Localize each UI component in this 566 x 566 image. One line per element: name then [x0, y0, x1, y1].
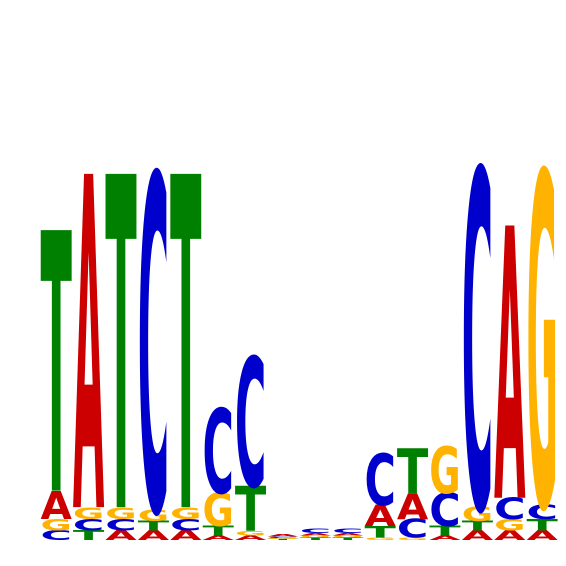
- logo-letter-a: A: [300, 532, 332, 536]
- logo-letter-c: C: [235, 322, 266, 528]
- logo-letter-g: G: [73, 504, 104, 523]
- logo-letter-t: T: [41, 161, 72, 566]
- logo-letter-g: G: [332, 535, 363, 539]
- logo-letter-a: A: [494, 150, 526, 566]
- logo-letter-t: T: [105, 82, 137, 566]
- logo-letter-g: G: [300, 535, 331, 539]
- logo-letter-c: C: [462, 76, 493, 566]
- logo-letter-g: G: [203, 484, 234, 537]
- logo-letter-g: G: [235, 530, 266, 537]
- logo-letter-a: A: [73, 83, 105, 566]
- logo-letter-a: A: [41, 484, 73, 529]
- logo-letter-a: A: [138, 528, 170, 543]
- logo-letter-c: C: [203, 386, 234, 521]
- logo-letter-a: A: [170, 528, 202, 543]
- logo-letter-g: G: [41, 516, 72, 535]
- logo-letter-g: G: [365, 537, 396, 541]
- logo-letter-t: T: [203, 523, 234, 538]
- logo-letter-a: A: [235, 534, 267, 542]
- logo-letter-c: C: [300, 527, 331, 534]
- logo-letter-c: C: [332, 527, 363, 534]
- logo-letter-a: A: [365, 500, 397, 534]
- logo-letter-a: A: [527, 528, 559, 543]
- logo-letter-a: A: [494, 528, 526, 543]
- logo-letter-c: C: [41, 529, 72, 544]
- logo-letter-t: T: [73, 528, 104, 543]
- logo-letter-c: C: [494, 492, 525, 526]
- logo-letter-g: G: [462, 504, 493, 526]
- logo-letter-t: T: [170, 82, 202, 566]
- logo-letter-g: G: [138, 506, 169, 525]
- logo-letter-t: T: [397, 437, 428, 508]
- logo-letter-g: G: [429, 435, 460, 509]
- logo-letter-c: C: [105, 516, 136, 535]
- logo-letter-t: T: [267, 539, 300, 541]
- logo-letter-g: G: [527, 82, 558, 566]
- logo-letter-t: T: [462, 519, 493, 534]
- logo-letter-c: C: [73, 516, 104, 535]
- logo-letter-a: A: [332, 532, 364, 536]
- logo-letter-t: T: [138, 519, 169, 534]
- logo-letter-t: T: [429, 523, 460, 538]
- logo-letter-g: G: [105, 504, 136, 523]
- logo-letter-a: A: [267, 534, 299, 538]
- logo-letter-t: T: [300, 537, 332, 541]
- logo-letter-g: G: [494, 516, 525, 535]
- logo-letter-g: G: [397, 537, 428, 541]
- logo-letter-t: T: [235, 474, 266, 545]
- logo-letter-t: T: [332, 537, 364, 541]
- logo-letter-a: A: [397, 486, 429, 527]
- logo-letter-c: C: [138, 84, 169, 566]
- logo-letter-c: C: [267, 536, 298, 538]
- logo-letter-a: A: [203, 534, 235, 542]
- logo-letter-g: G: [267, 538, 298, 539]
- logo-letter-a: A: [429, 534, 461, 542]
- logo-letter-t: T: [365, 523, 397, 542]
- logo-letter-c: C: [527, 501, 558, 524]
- logo-letter-c: C: [365, 439, 396, 521]
- logo-letter-c: C: [170, 516, 201, 535]
- logo-letter-t: T: [527, 516, 559, 535]
- logo-letter-c: C: [397, 514, 428, 544]
- logo-letter-g: G: [170, 504, 201, 523]
- logo-letter-a: A: [462, 528, 494, 543]
- logo-letter-c: C: [429, 485, 460, 537]
- logo-letter-a: A: [105, 528, 137, 543]
